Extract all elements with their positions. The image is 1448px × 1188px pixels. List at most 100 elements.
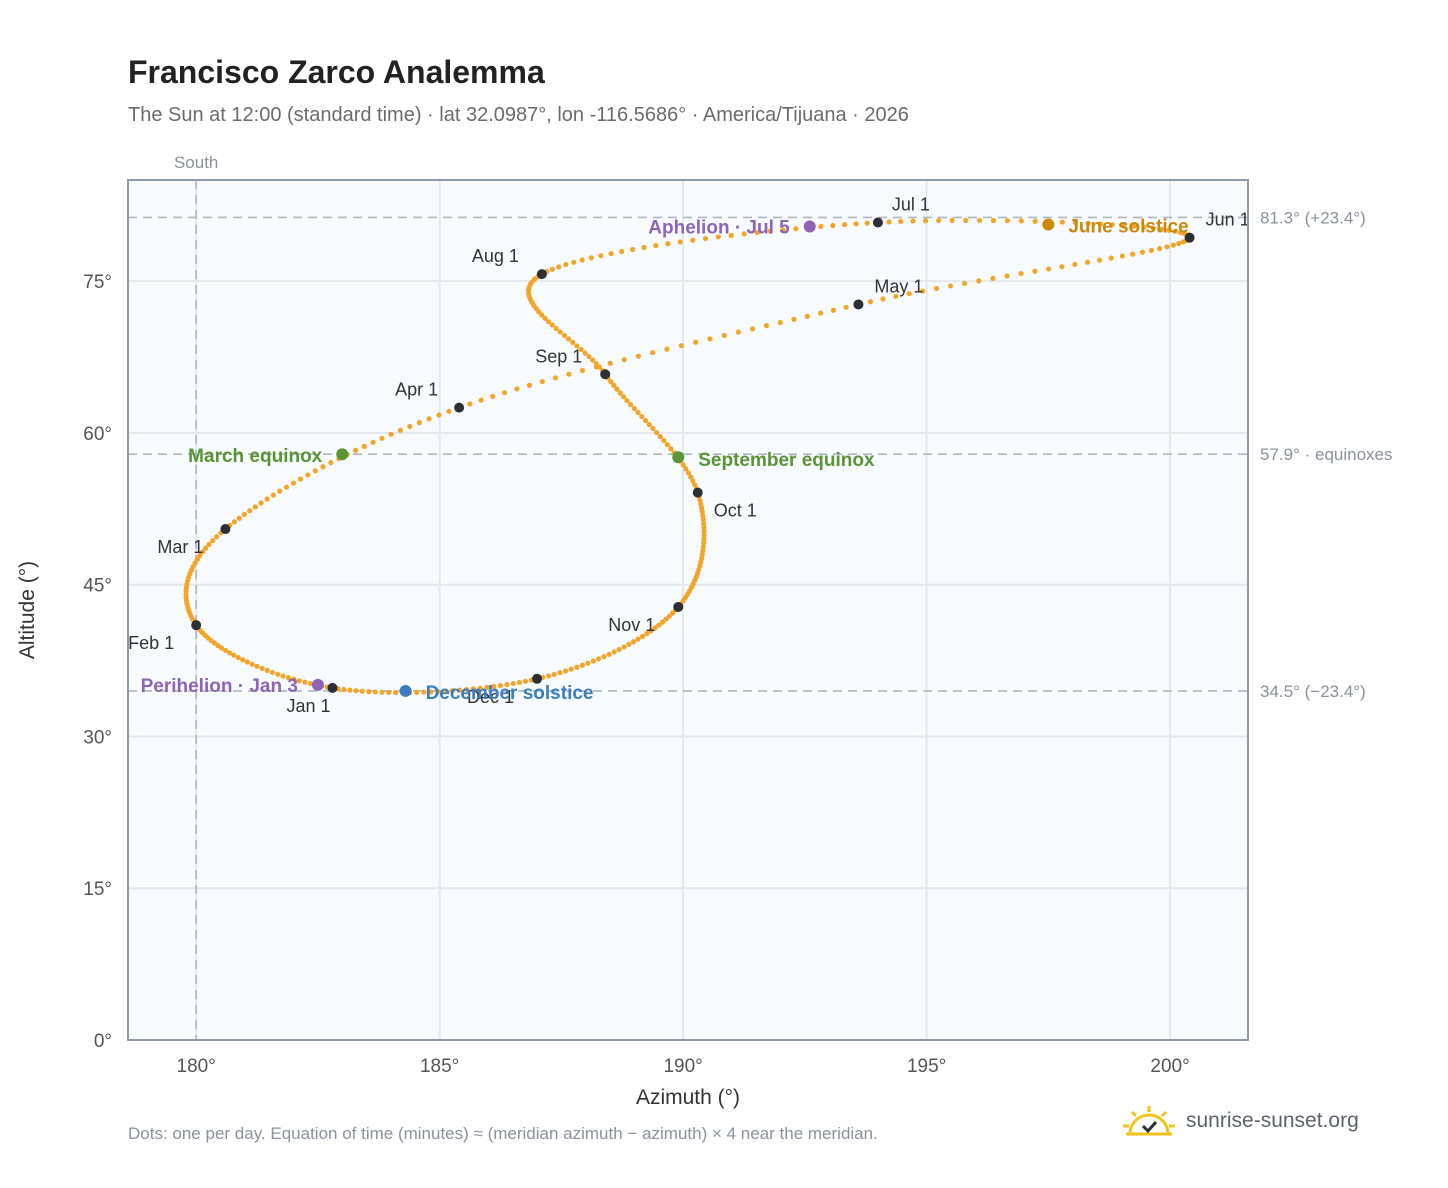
daily-dot <box>614 386 620 392</box>
daily-dot <box>269 669 275 675</box>
daily-dot <box>700 516 706 523</box>
daily-dot <box>442 688 448 694</box>
daily-dot <box>767 228 773 234</box>
event-label: March equinox <box>188 446 323 467</box>
event-marker <box>399 684 412 697</box>
daily-dot <box>372 689 378 695</box>
daily-dot <box>867 299 874 305</box>
daily-dot <box>818 223 824 230</box>
daily-dot <box>611 382 617 388</box>
daily-dot <box>302 679 308 685</box>
daily-dot <box>590 658 596 664</box>
daily-dot <box>588 255 594 261</box>
daily-dot <box>639 633 646 639</box>
daily-dot <box>549 266 555 272</box>
daily-dot <box>880 296 886 302</box>
sun-logo-icon <box>1123 1106 1175 1136</box>
daily-dot <box>1032 218 1038 224</box>
daily-dot <box>701 532 707 538</box>
daily-dot <box>359 688 365 694</box>
daily-dot <box>247 508 253 514</box>
daily-dot <box>545 319 552 325</box>
event-marker <box>803 220 816 233</box>
daily-dot <box>700 544 706 550</box>
month-marker <box>532 673 543 684</box>
daily-dot <box>347 687 353 693</box>
brand-text[interactable]: sunrise-sunset.org <box>1186 1109 1359 1132</box>
daily-dot <box>571 259 577 265</box>
daily-dot <box>353 447 359 454</box>
daily-dot <box>608 250 614 257</box>
daily-dot <box>578 346 584 353</box>
month-label: Oct 1 <box>714 501 757 521</box>
daily-dot <box>666 613 672 619</box>
daily-dot <box>231 519 237 525</box>
daily-dot <box>962 280 968 286</box>
daily-dot <box>707 336 713 342</box>
daily-dot <box>1004 218 1011 224</box>
daily-dot <box>320 464 326 470</box>
daily-dot <box>621 357 627 363</box>
daily-dot <box>504 682 510 688</box>
daily-dot <box>1059 264 1065 270</box>
daily-dot <box>206 541 212 548</box>
daily-dot <box>648 628 654 634</box>
daily-dot <box>936 217 942 224</box>
brand[interactable]: sunrise-sunset.org <box>1122 1104 1359 1138</box>
daily-dot <box>568 666 574 672</box>
month-label: Aug 1 <box>472 246 519 266</box>
daily-dot <box>553 325 559 332</box>
daily-dot <box>426 416 432 422</box>
y-tick-label: 30° <box>83 727 112 748</box>
daily-dot <box>361 443 367 449</box>
daily-dot <box>194 556 200 562</box>
daily-dot <box>516 679 523 686</box>
daily-dot <box>817 310 824 316</box>
daily-dot <box>791 316 797 322</box>
daily-dot <box>659 619 666 625</box>
daily-dot <box>949 217 955 224</box>
daily-dot <box>582 350 588 356</box>
daily-dot <box>307 680 313 687</box>
daily-dot <box>886 219 892 225</box>
reference-lines: South 81.3° (+23.4°) 57.9° · equinoxes 34.5… <box>128 153 1393 1040</box>
daily-dot <box>1130 251 1136 257</box>
daily-dot <box>920 288 926 294</box>
daily-dot <box>1072 220 1079 226</box>
daily-dot <box>1166 227 1172 233</box>
daily-dot <box>470 686 476 692</box>
daily-dot <box>698 501 704 507</box>
daily-dot <box>830 222 836 229</box>
daily-dot <box>312 468 318 474</box>
daily-dot <box>240 657 246 663</box>
daily-dot <box>630 639 637 645</box>
daily-dot <box>677 239 683 245</box>
daily-dot <box>414 689 420 695</box>
daily-dot <box>539 378 545 385</box>
x-tick-label: 185° <box>420 1056 459 1077</box>
daily-dot <box>231 652 237 658</box>
daily-dot <box>843 304 849 310</box>
x-tick-label: 200° <box>1150 1056 1189 1077</box>
labels: Jan 1 Feb 1 Mar 1 Apr 1 May 1 Jun 1 Jul 1 Aug 1… <box>128 194 1249 715</box>
daily-dot <box>976 278 982 284</box>
event-marker <box>672 451 685 464</box>
daily-dot <box>551 671 557 677</box>
daily-dot <box>1004 273 1010 279</box>
daily-dot <box>621 644 627 650</box>
daily-dot <box>264 667 270 673</box>
daily-dot <box>906 291 912 297</box>
daily-dot <box>563 261 569 268</box>
daily-dot <box>510 680 516 687</box>
daily-dot <box>249 661 255 667</box>
daily-dot <box>574 343 580 349</box>
month-marker <box>692 487 703 498</box>
daily-dot <box>370 439 376 445</box>
daily-dot <box>561 332 567 338</box>
daily-dot <box>328 460 334 466</box>
daily-dot <box>608 379 614 385</box>
daily-dot <box>590 357 596 363</box>
daily-dot <box>514 386 520 392</box>
daily-dot <box>491 683 497 690</box>
